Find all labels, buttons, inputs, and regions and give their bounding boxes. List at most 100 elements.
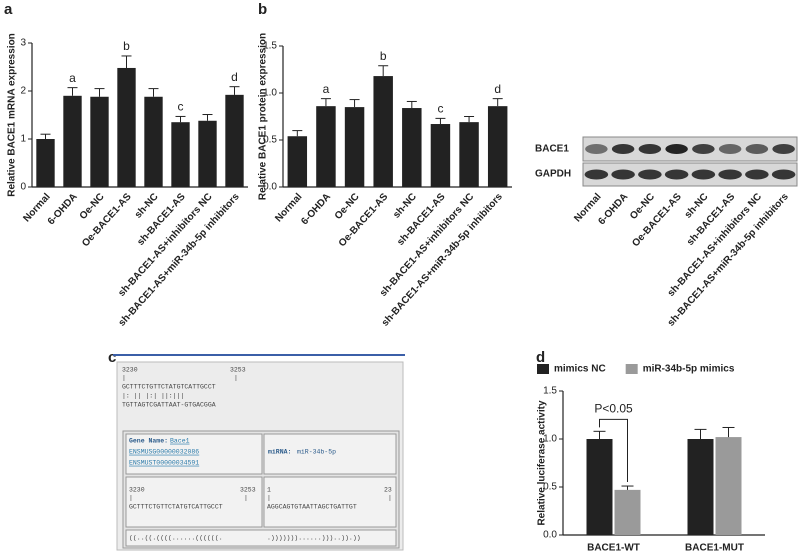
gene-label: Gene Name: <box>129 438 168 445</box>
bar: | <box>129 495 133 502</box>
bar <box>198 120 217 187</box>
cell <box>125 529 397 547</box>
position: 3230 <box>122 367 138 374</box>
position: 3230 <box>129 487 145 494</box>
y-tick-label: 1.0 <box>263 88 277 99</box>
sequence: GCTTTCTGTTCTATGTCATTGCCT <box>129 504 223 511</box>
x-tick-label: Oe-NC <box>333 191 362 221</box>
blot-band <box>611 144 635 154</box>
legend-swatch <box>537 364 549 374</box>
bar: | <box>244 495 248 502</box>
x-tick-label: Oe-BACE1-AS <box>80 191 134 249</box>
y-tick-label: 1.0 <box>543 434 557 445</box>
cell <box>263 476 397 528</box>
blot-band <box>718 144 742 154</box>
panel-label: c <box>108 349 116 366</box>
significance-label: b <box>123 39 130 53</box>
blot-band <box>691 169 716 180</box>
x-tick-label: 6-OHDA <box>46 191 80 227</box>
bar <box>614 489 641 535</box>
panel-label: d <box>536 349 545 366</box>
bar: | <box>267 495 271 502</box>
y-tick-label: 1.5 <box>263 41 277 52</box>
legend-label: miR-34b-5p mimics <box>643 364 735 375</box>
blot-band <box>638 169 662 180</box>
blot-strip <box>582 162 798 187</box>
y-tick-label: 0.0 <box>263 182 277 193</box>
significance-label: c <box>178 100 184 114</box>
bar <box>586 439 613 535</box>
bar <box>90 96 109 187</box>
blot-band <box>745 169 769 180</box>
position: 1 <box>267 487 271 494</box>
x-tick-label: 6-OHDA <box>299 191 333 227</box>
bar <box>117 67 136 187</box>
bar <box>316 106 336 187</box>
y-axis-label: Relative BACE1 mRNA expression <box>7 33 18 197</box>
bar <box>225 94 244 187</box>
significance-label: b <box>380 49 387 63</box>
position: 23 <box>384 487 392 494</box>
blot-band <box>718 169 742 180</box>
sequence: AGGCAGTGTAATTAGCTGATTGT <box>267 504 357 511</box>
bar: | <box>234 375 238 382</box>
mirna-name: miR-34b-5p <box>297 449 336 456</box>
y-tick-label: 2 <box>20 86 26 97</box>
sequence: GCTTTCTGTTCTATGTCATTGCCT <box>122 384 216 391</box>
structure: ((..((.((((......((((((. <box>129 535 223 542</box>
x-tick-label: BACE1-WT <box>587 543 640 554</box>
position: 3253 <box>230 367 246 374</box>
bar: | <box>388 495 392 502</box>
blot-band <box>771 169 796 180</box>
y-axis-label: Relative luciferase activity <box>537 400 548 526</box>
bar <box>373 76 393 187</box>
y-tick-label: 0.5 <box>543 482 557 493</box>
y-tick-label: 3 <box>20 38 26 49</box>
significance-label: d <box>494 82 501 96</box>
y-tick-label: 1.5 <box>543 386 557 397</box>
target-site: 3230 3253 | | GCTTTCTGTTCTATGTCATTGCCT |… <box>113 354 405 551</box>
panel-label: b <box>258 1 267 18</box>
significance-label: c <box>437 102 443 116</box>
blot-band <box>692 144 715 154</box>
gene-id: ENSMUSG00000032086 <box>129 449 199 456</box>
x-tick-label: sh-NC <box>391 191 419 220</box>
cell <box>263 433 397 475</box>
legend-swatch <box>625 364 638 374</box>
bar <box>36 139 55 187</box>
blot-band <box>584 169 609 180</box>
bar <box>430 124 451 187</box>
significance-label: d <box>231 70 238 84</box>
sequence: TGTTAGTCGATTAAT-GTGACGGA <box>122 402 216 409</box>
cell <box>125 433 263 475</box>
y-tick-label: 0 <box>20 182 26 193</box>
pairing: |: || |:| ||:||| <box>122 393 184 400</box>
significance-label: a <box>69 71 76 85</box>
blot-band <box>665 144 688 154</box>
blot-band <box>745 144 769 154</box>
blot-row-label: GAPDH <box>535 169 571 180</box>
lane-label: Oe-BACE1-AS <box>630 191 684 249</box>
gene-name: Bace1 <box>170 438 190 445</box>
mirna-label: miRNA: <box>268 449 291 456</box>
panel-label: a <box>4 1 13 18</box>
blot-band <box>585 144 608 154</box>
structure: .)))))))......)))..)).)) <box>267 535 361 542</box>
y-tick-label: 1 <box>20 134 26 145</box>
bar <box>344 107 365 187</box>
bar <box>63 95 82 187</box>
blot-band <box>772 144 795 154</box>
cell <box>125 476 263 528</box>
bar <box>171 122 190 187</box>
significance-label: P<0.05 <box>594 401 633 415</box>
bar <box>487 106 508 187</box>
y-tick-label: 0.5 <box>263 135 277 146</box>
y-axis-label: Relative BACE1 protein expression <box>258 33 269 200</box>
blot-band <box>638 144 662 154</box>
position: 3253 <box>240 487 256 494</box>
transcript-id: ENSMUST00000034591 <box>129 460 199 467</box>
bar <box>287 136 308 187</box>
lane-label: 6-OHDA <box>596 191 630 227</box>
blot-band <box>611 169 635 180</box>
